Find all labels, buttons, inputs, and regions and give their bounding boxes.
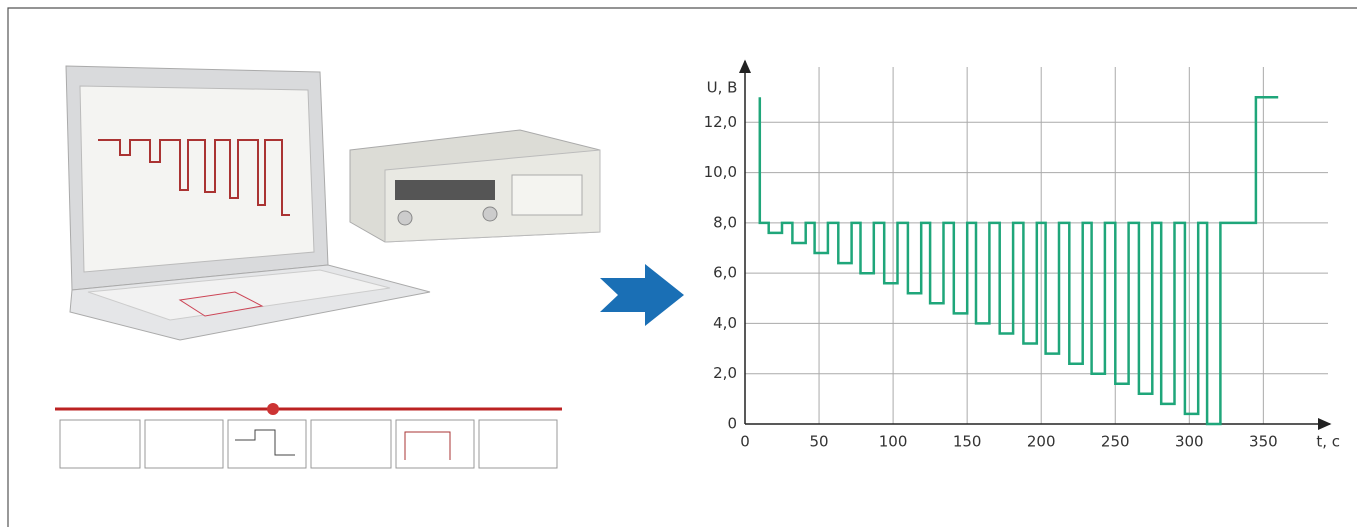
timeline-illustration — [55, 403, 562, 469]
y-tick-label: 12,0 — [704, 113, 737, 131]
y-axis-label: U, B — [707, 79, 738, 97]
y-tick-label: 0 — [727, 415, 737, 433]
arrow — [600, 264, 684, 326]
chart: U, B t, c 0 2,0 4,0 6,0 8,0 10,0 12,0 0 50 100 150… — [704, 59, 1340, 451]
y-tick-label: 2,0 — [713, 364, 737, 382]
y-tick-label: 8,0 — [713, 213, 737, 231]
x-tick-label: 50 — [810, 433, 829, 451]
x-tick-label: 100 — [879, 433, 908, 451]
data-line — [758, 95, 1279, 426]
y-tick-label: 10,0 — [704, 163, 737, 181]
x-tick-label: 150 — [953, 433, 982, 451]
x-axis-label: t, c — [1316, 433, 1340, 451]
frame — [7, 7, 1357, 527]
x-tick-label: 0 — [740, 433, 750, 451]
laptop-illustration — [65, 65, 431, 341]
x-tick-label: 250 — [1101, 433, 1130, 451]
y-tick-label: 4,0 — [713, 314, 737, 332]
y-tick-label: 6,0 — [713, 264, 737, 282]
power-supply-illustration — [349, 129, 601, 243]
x-tick-label: 200 — [1027, 433, 1056, 451]
x-tick-label: 350 — [1249, 433, 1278, 451]
x-tick-label: 300 — [1175, 433, 1204, 451]
